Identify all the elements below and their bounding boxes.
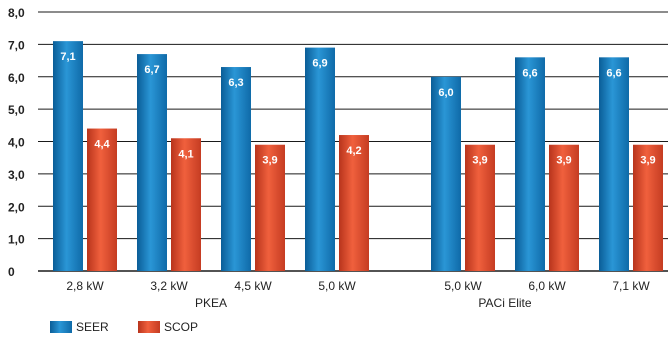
seer-bar (137, 54, 167, 272)
y-tick-label: 8,0 (8, 6, 25, 20)
legend-label-seer: SEER (76, 320, 109, 334)
data-label: 6,6 (606, 67, 621, 79)
x-tick-label: 7,1 kW (612, 279, 650, 293)
x-tick-label: 3,2 kW (150, 279, 188, 293)
seer-bar (221, 67, 251, 271)
data-label: 6,3 (228, 77, 243, 89)
data-label: 3,9 (472, 155, 487, 167)
data-label: 6,7 (144, 64, 159, 76)
data-label: 7,1 (60, 51, 75, 63)
y-tick-label: 4,0 (8, 136, 25, 150)
data-label: 6,9 (312, 58, 327, 70)
x-tick-label: 5,0 kW (318, 279, 356, 293)
scop-bar (633, 144, 663, 271)
y-tick-label: 5,0 (8, 103, 25, 117)
group-label: PACi Elite (478, 296, 531, 310)
x-tick-label: 6,0 kW (528, 279, 566, 293)
scop-bar (87, 128, 117, 271)
data-label: 6,6 (522, 67, 537, 79)
legend-swatch-seer (50, 321, 72, 333)
data-label: 4,2 (346, 145, 361, 157)
y-axis: 0 1,0 2,0 3,0 4,0 5,0 6,0 7,0 8,0 (8, 6, 25, 279)
legend: SEER SCOP (50, 320, 198, 334)
scop-bar (171, 138, 201, 271)
scop-bar (465, 144, 495, 271)
scop-bar (339, 135, 369, 271)
data-label: 4,1 (178, 148, 193, 160)
bars: 7,1 6,7 6,3 6,9 6,0 6,6 6,6 4,4 4,1 3,9 4,2 3,9 3,9 3… (53, 41, 663, 272)
seer-bar (305, 47, 335, 271)
y-tick-label: 2,0 (8, 200, 25, 214)
x-tick-label: 5,0 kW (444, 279, 482, 293)
scop-bar (255, 144, 285, 271)
scop-bar (549, 144, 579, 271)
y-tick-label: 1,0 (8, 233, 25, 247)
data-label: 3,9 (262, 155, 277, 167)
seer-bar (599, 57, 629, 272)
data-label: 6,0 (438, 87, 453, 99)
y-tick-label: 0 (8, 265, 15, 279)
seer-bar (515, 57, 545, 272)
seer-bar (53, 41, 83, 272)
data-label: 3,9 (556, 155, 571, 167)
group-label: PKEA (195, 296, 227, 310)
seer-bar (431, 76, 461, 271)
y-tick-label: 7,0 (8, 38, 25, 52)
x-tick-label: 2,8 kW (66, 279, 104, 293)
legend-label-scop: SCOP (164, 320, 198, 334)
data-label: 4,4 (94, 139, 110, 151)
legend-swatch-scop (138, 321, 160, 333)
data-label: 3,9 (640, 155, 655, 167)
x-tick-label: 4,5 kW (234, 279, 272, 293)
y-tick-label: 6,0 (8, 71, 25, 85)
y-tick-label: 3,0 (8, 168, 25, 182)
x-axis: 2,8 kW 3,2 kW 4,5 kW 5,0 kW 5,0 kW 6,0 kW 7,1 … (66, 279, 650, 310)
